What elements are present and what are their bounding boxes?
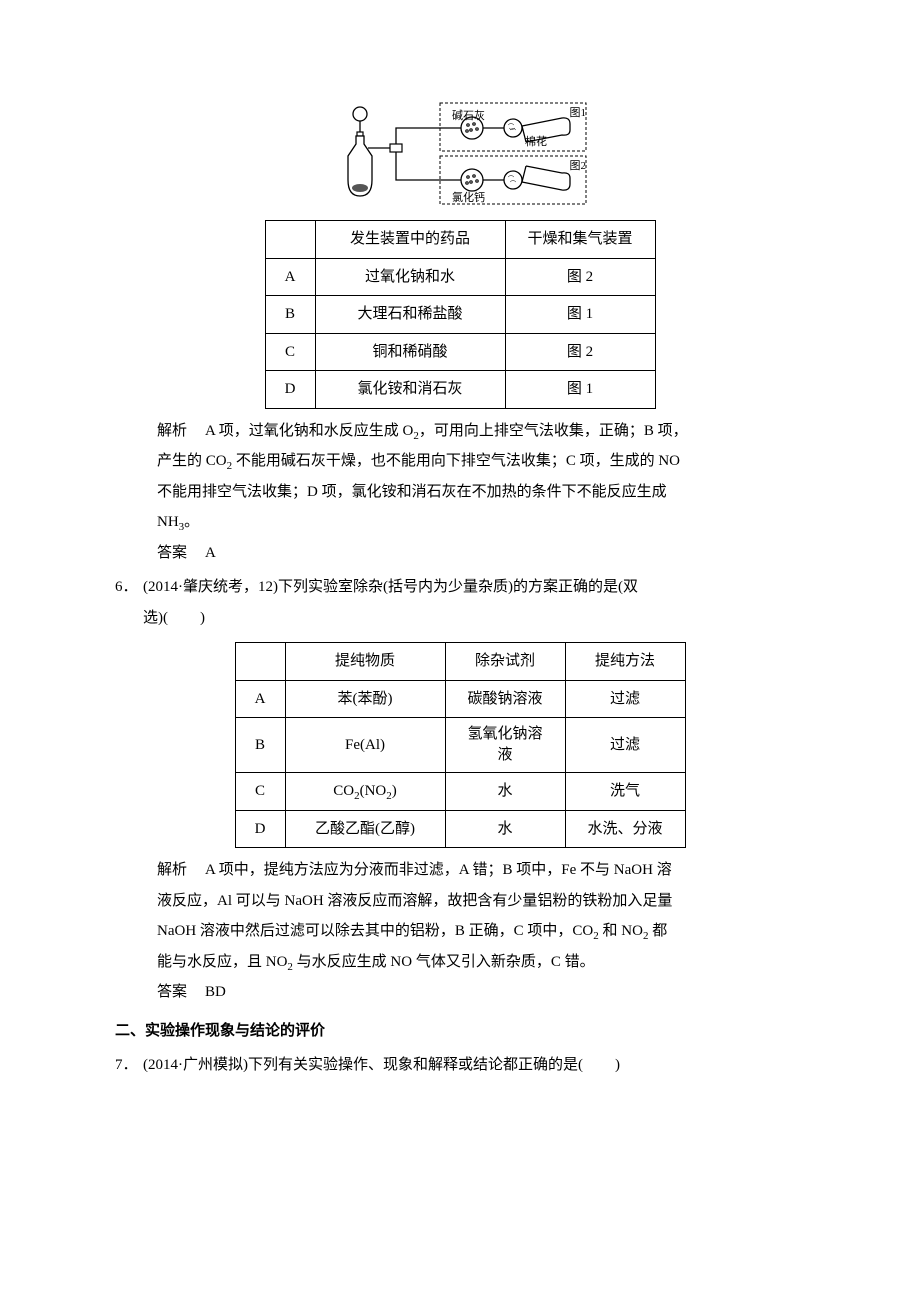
table-row: BFe(Al)氢氧化钠溶液过滤 bbox=[235, 718, 685, 773]
q5-analysis: 解析A 项，过氧化钠和水反应生成 O2，可用向上排空气法收集，正确；B 项， 产… bbox=[115, 417, 805, 568]
th-device: 干燥和集气装置 bbox=[505, 221, 655, 259]
diagram-label-lvhuagai: 氯化钙 bbox=[452, 188, 485, 209]
q7-stem: (2014·广州模拟)下列有关实验操作、现象和解释或结论都正确的是( bbox=[143, 1057, 583, 1073]
diagram-label-jianshihui: 碱石灰 bbox=[452, 106, 485, 127]
q6-num: 6． bbox=[115, 573, 143, 634]
table-row: 提纯物质 除杂试剂 提纯方法 bbox=[235, 643, 685, 681]
th-reagent: 发生装置中的药品 bbox=[315, 221, 505, 259]
q6: 6． (2014·肇庆统考，12)下列实验室除杂(括号内为少量杂质)的方案正确的… bbox=[115, 573, 805, 634]
daan-label: 答案 bbox=[157, 545, 187, 561]
table-q6: 提纯物质 除杂试剂 提纯方法 A苯(苯酚)碳酸钠溶液过滤 BFe(Al)氢氧化钠… bbox=[235, 642, 686, 848]
table-row: B大理石和稀盐酸图 1 bbox=[265, 296, 655, 334]
table-row: C铜和稀硝酸图 2 bbox=[265, 333, 655, 371]
table-row: D氯化铵和消石灰图 1 bbox=[265, 371, 655, 409]
q7: 7． (2014·广州模拟)下列有关实验操作、现象和解释或结论都正确的是() bbox=[115, 1051, 805, 1080]
apparatus-diagram: 图1 图2 碱石灰 棉花 氯化钙 bbox=[330, 100, 590, 210]
table-row: A过氧化钠和水图 2 bbox=[265, 258, 655, 296]
q5-answer: A bbox=[205, 545, 216, 561]
table-row: 发生装置中的药品 干燥和集气装置 bbox=[265, 221, 655, 259]
table-row: A苯(苯酚)碳酸钠溶液过滤 bbox=[235, 680, 685, 718]
jiexi-label: 解析 bbox=[157, 862, 187, 878]
q7-num: 7． bbox=[115, 1051, 143, 1080]
daan-label: 答案 bbox=[157, 984, 187, 1000]
q6-analysis: 解析A 项中，提纯方法应为分液而非过滤，A 错；B 项中，Fe 不与 NaOH … bbox=[115, 856, 805, 1007]
q6-answer: BD bbox=[205, 984, 226, 1000]
diagram-label-tu2: 图2 bbox=[570, 156, 587, 177]
jiexi-label: 解析 bbox=[157, 423, 187, 439]
diagram-label-tu1: 图1 bbox=[570, 103, 587, 124]
table-q5: 发生装置中的药品 干燥和集气装置 A过氧化钠和水图 2 B大理石和稀盐酸图 1 … bbox=[265, 220, 656, 409]
q6-stem-a: (2014·肇庆统考，12)下列实验室除杂(括号内为少量杂质)的方案正确的是(双 bbox=[143, 573, 805, 602]
table-row: D乙酸乙酯(乙醇)水水洗、分液 bbox=[235, 810, 685, 848]
section2-heading: 二、实验操作现象与结论的评价 bbox=[115, 1017, 805, 1046]
th-blank bbox=[265, 221, 315, 259]
diagram-label-mianhua: 棉花 bbox=[525, 132, 547, 153]
table-row: CCO2(NO2)水洗气 bbox=[235, 773, 685, 811]
